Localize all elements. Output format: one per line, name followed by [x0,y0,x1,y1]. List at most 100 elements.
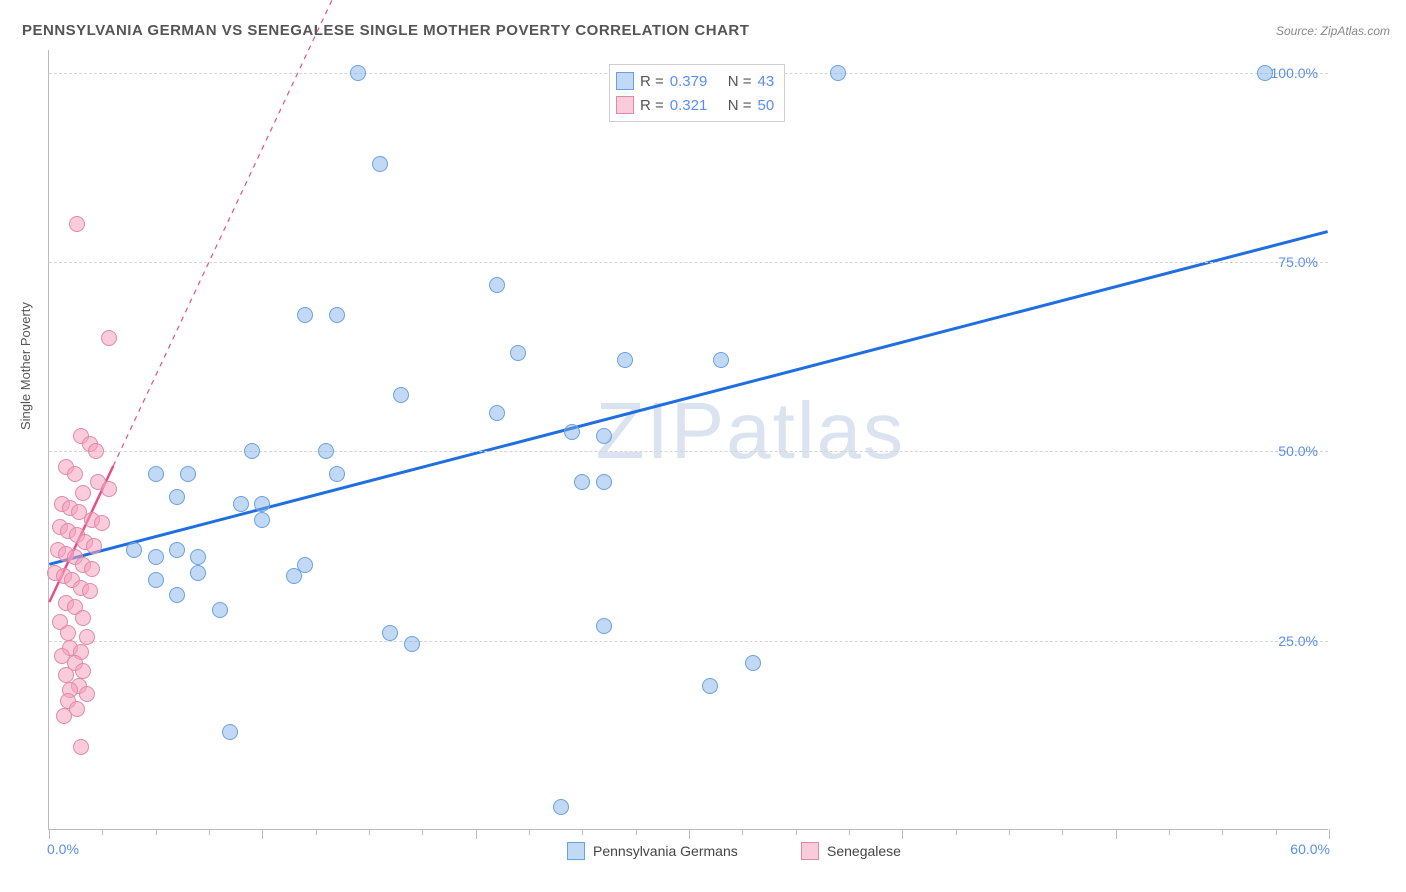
data-point [329,466,345,482]
legend-swatch [616,96,634,114]
x-tick [1169,829,1170,835]
data-point [148,466,164,482]
data-point [489,277,505,293]
legend-r-value: 0.321 [670,97,722,114]
data-point [212,602,228,618]
data-point [169,587,185,603]
x-tick [582,829,583,835]
x-tick [49,829,50,839]
legend-r-label: R = [640,97,664,114]
series-name: Pennsylvania Germans [593,843,738,859]
data-point [101,481,117,497]
series-legend-item: Senegalese [801,842,901,860]
legend-swatch [567,842,585,860]
series-name: Senegalese [827,843,901,859]
data-point [82,583,98,599]
series-legend-item: Pennsylvania Germans [567,842,738,860]
data-point [60,625,76,641]
legend-n-value: 50 [758,97,775,114]
x-tick [742,829,743,835]
data-point [510,345,526,361]
data-point [745,655,761,671]
data-point [702,678,718,694]
x-tick [796,829,797,835]
legend-swatch [616,72,634,90]
trend-lines-layer [49,50,1328,829]
data-point [596,428,612,444]
x-tick [902,829,903,839]
data-point [489,405,505,421]
data-point [244,443,260,459]
data-point [180,466,196,482]
data-point [56,708,72,724]
legend-n-label: N = [728,73,752,90]
legend-swatch [801,842,819,860]
data-point [350,65,366,81]
x-tick [956,829,957,835]
data-point [596,474,612,490]
data-point [79,686,95,702]
data-point [233,496,249,512]
x-tick-label: 0.0% [47,841,79,857]
y-tick-label: 25.0% [1278,633,1318,649]
data-point [574,474,590,490]
legend-row: R =0.321N =50 [616,93,774,117]
data-point [564,424,580,440]
gridline [49,262,1328,263]
x-tick [102,829,103,835]
data-point [318,443,334,459]
data-point [75,485,91,501]
x-tick [1329,829,1330,839]
x-tick-label: 60.0% [1290,841,1330,857]
data-point [101,330,117,346]
data-point [254,512,270,528]
y-tick-label: 75.0% [1278,254,1318,270]
data-point [830,65,846,81]
scatter-plot-area: ZIPatlas 25.0%50.0%75.0%100.0%0.0%60.0%R… [48,50,1328,830]
legend-r-value: 0.379 [670,73,722,90]
x-tick [1062,829,1063,835]
data-point [75,610,91,626]
watermark: ZIPatlas [596,384,905,476]
x-tick [209,829,210,835]
gridline [49,641,1328,642]
data-point [553,799,569,815]
chart-title: PENNSYLVANIA GERMAN VS SENEGALESE SINGLE… [22,22,749,39]
x-tick [1116,829,1117,839]
data-point [75,663,91,679]
x-tick [476,829,477,839]
data-point [69,216,85,232]
data-point [404,636,420,652]
data-point [190,549,206,565]
x-tick [1222,829,1223,835]
x-tick [369,829,370,835]
x-tick [262,829,263,839]
data-point [73,739,89,755]
data-point [254,496,270,512]
data-point [86,538,102,554]
data-point [169,542,185,558]
legend-row: R = 0.379 N = 43 [616,69,774,93]
legend-n-value: 43 [758,73,775,90]
legend-r-label: R = [640,73,664,90]
x-tick [156,829,157,835]
data-point [222,724,238,740]
x-tick [849,829,850,835]
data-point [84,561,100,577]
data-point [67,466,83,482]
data-point [372,156,388,172]
correlation-legend: R =0.379N =43R =0.321N =50 [609,64,785,122]
trend-line-extrapolated [113,0,369,466]
gridline [49,451,1328,452]
trend-line [49,232,1327,565]
data-point [169,489,185,505]
data-point [126,542,142,558]
data-point [393,387,409,403]
data-point [382,625,398,641]
data-point [148,572,164,588]
data-point [297,307,313,323]
x-tick [529,829,530,835]
data-point [596,618,612,634]
source-attribution: Source: ZipAtlas.com [1276,24,1390,38]
data-point [79,629,95,645]
